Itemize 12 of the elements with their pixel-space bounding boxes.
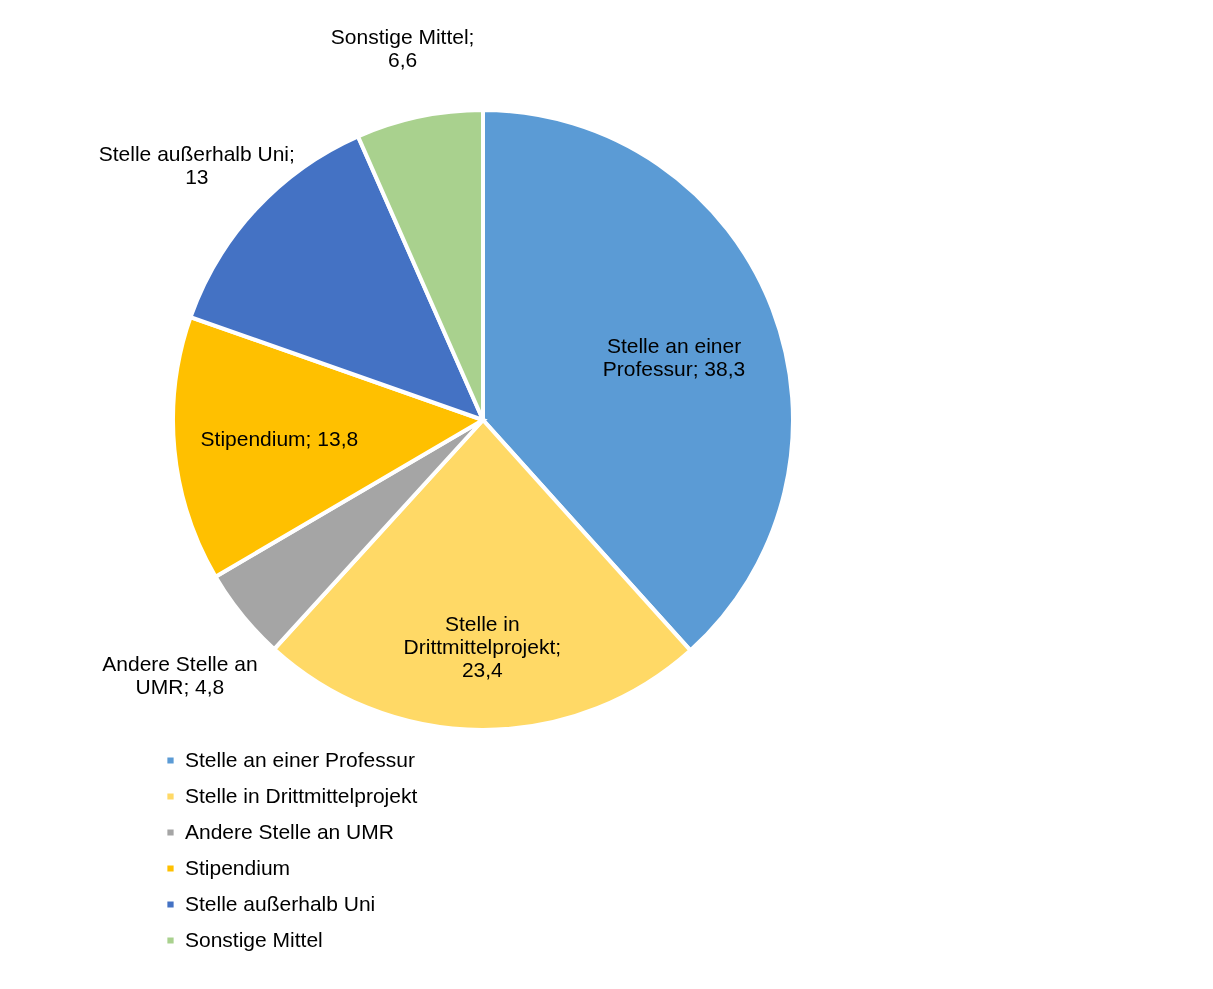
data-label: Andere Stelle an UMR; 4,8 bbox=[102, 652, 258, 699]
data-label: Stipendium; 13,8 bbox=[200, 426, 359, 450]
legend-label: Stipendium bbox=[185, 855, 291, 879]
legend-label: Stelle außerhalb Uni bbox=[185, 891, 376, 915]
data-label: Stelle außerhalb Uni; 13 bbox=[98, 142, 295, 189]
legend-label: Sonstige Mittel bbox=[185, 927, 323, 951]
legend-label: Andere Stelle an UMR bbox=[185, 819, 394, 843]
data-label: Sonstige Mittel; 6,6 bbox=[330, 25, 475, 72]
legend-label: Stelle an einer Professur bbox=[185, 747, 415, 771]
data-label: Stelle in Drittmittelprojekt; 23,4 bbox=[403, 611, 562, 681]
data-label: Stelle an einer Professur; 38,3 bbox=[602, 333, 746, 380]
legend-label: Stelle in Drittmittelprojekt bbox=[185, 783, 418, 807]
